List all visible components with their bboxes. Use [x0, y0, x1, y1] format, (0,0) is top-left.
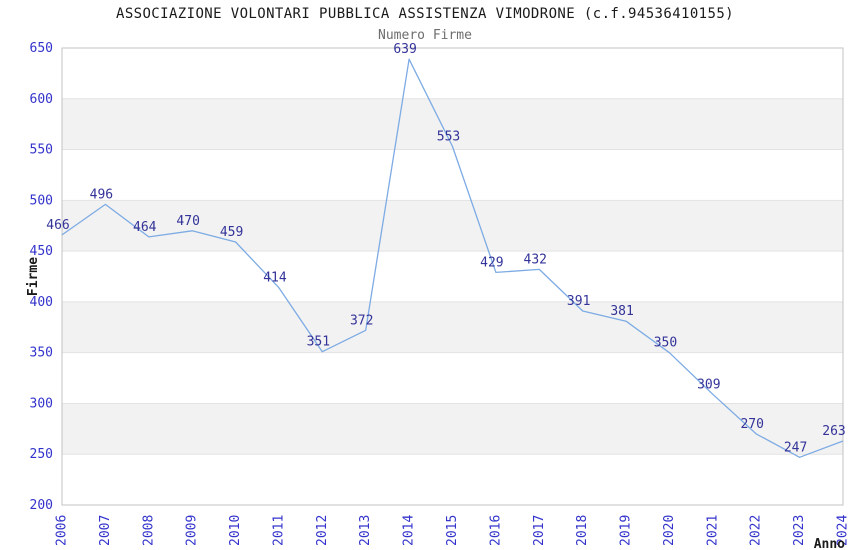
data-label: 263	[822, 424, 845, 439]
y-tick-label: 300	[30, 396, 53, 411]
y-axis-title: Firme	[26, 257, 41, 296]
x-tick-label: 2008	[141, 515, 156, 546]
data-label: 350	[654, 336, 677, 351]
data-label: 414	[263, 271, 287, 286]
x-tick-label: 2017	[532, 515, 547, 546]
x-tick-label: 2019	[619, 515, 634, 546]
y-tick-label: 200	[30, 498, 53, 513]
x-tick-label: 2018	[575, 515, 590, 546]
grid-band	[62, 200, 843, 252]
y-tick-label: 650	[30, 41, 53, 56]
x-tick-label: 2015	[445, 515, 460, 546]
x-tick-label: 2011	[271, 515, 286, 546]
x-tick-label: 2014	[402, 515, 417, 546]
data-label: 247	[784, 440, 807, 455]
data-label: 309	[697, 377, 720, 392]
grid-band	[62, 301, 843, 353]
grid-band	[62, 403, 843, 455]
x-axis-title: Anno	[814, 537, 845, 550]
data-label: 351	[307, 335, 330, 350]
x-tick-label: 2009	[185, 515, 200, 546]
x-tick-label: 2020	[662, 515, 677, 546]
x-tick-label: 2021	[705, 515, 720, 546]
data-label: 464	[133, 220, 157, 235]
y-tick-label: 500	[30, 193, 53, 208]
data-label: 372	[350, 313, 373, 328]
data-label: 496	[90, 187, 113, 202]
data-label: 270	[740, 417, 763, 432]
data-label: 466	[46, 218, 69, 233]
y-tick-label: 450	[30, 244, 53, 259]
x-tick-label: 2022	[749, 515, 764, 546]
data-label: 459	[220, 225, 243, 240]
data-label: 553	[437, 130, 460, 145]
chart-title: ASSOCIAZIONE VOLONTARI PUBBLICA ASSISTEN…	[115, 6, 734, 22]
x-tick-label: 2023	[792, 515, 807, 546]
x-tick-label: 2016	[488, 515, 503, 546]
grid-band	[62, 98, 843, 150]
data-label: 381	[610, 304, 633, 319]
x-tick-label: 2010	[228, 515, 243, 546]
y-tick-label: 350	[30, 346, 53, 361]
plot-border	[61, 47, 844, 506]
y-tick-label: 400	[30, 295, 53, 310]
data-label: 470	[176, 214, 199, 229]
chart-subtitle: Numero Firme	[378, 28, 472, 43]
y-tick-label: 250	[30, 447, 53, 462]
x-tick-label: 2013	[358, 515, 373, 546]
x-tick-label: 2007	[98, 515, 113, 546]
x-tick-label: 2024	[836, 515, 850, 546]
data-label: 432	[524, 252, 547, 267]
data-label: 639	[393, 42, 416, 57]
data-label: 429	[480, 255, 503, 270]
y-tick-label: 600	[30, 92, 53, 107]
series-line	[61, 58, 844, 458]
y-tick-label: 550	[30, 143, 53, 158]
x-tick-label: 2012	[315, 515, 330, 546]
x-tick-label: 2006	[55, 515, 70, 546]
data-label: 391	[567, 294, 590, 309]
